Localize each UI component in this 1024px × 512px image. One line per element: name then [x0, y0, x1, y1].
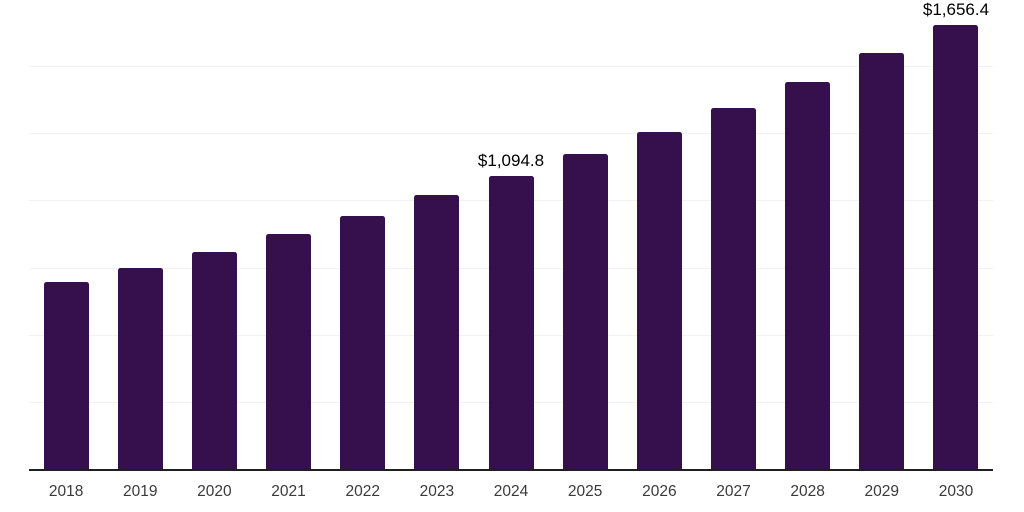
bar-band	[326, 0, 400, 470]
x-axis-line	[29, 469, 993, 471]
gridline	[29, 66, 993, 68]
bar-2025	[562, 153, 608, 470]
bar-value-label: $1,094.8	[477, 150, 545, 170]
bar-band: $1,094.8	[474, 0, 548, 470]
bar-2026	[636, 132, 682, 470]
bar-band: $1,656.4	[919, 0, 993, 470]
bar-value-label: $1,656.4	[922, 0, 990, 20]
x-axis-label: 2020	[197, 483, 232, 500]
x-axis-label: 2023	[419, 483, 455, 500]
bar-2029	[859, 53, 905, 470]
bar-band	[251, 0, 325, 470]
gridline	[29, 133, 993, 135]
x-axis-label: 2021	[271, 483, 306, 500]
bar-band	[29, 0, 103, 470]
bar-2030: $1,656.4	[923, 0, 989, 470]
bar-band	[103, 0, 177, 470]
x-axis-label: 2025	[567, 483, 603, 500]
bar-band	[771, 0, 845, 470]
bar-2024: $1,094.8	[478, 151, 544, 470]
bar-2019	[117, 268, 163, 470]
bar-2018	[43, 282, 89, 470]
bar-band	[548, 0, 622, 470]
bar-band	[400, 0, 474, 470]
bar-2020	[191, 252, 237, 470]
bar-2022	[340, 216, 386, 470]
bars-row: $1,094.8 $1,656.4	[29, 0, 993, 470]
bar-2021	[266, 234, 312, 470]
x-axis-label: 2024	[493, 483, 529, 500]
x-axis-labels: 2018 2019 2020 2021 2022 2023 2024 2025 2026 2027…	[29, 483, 993, 501]
x-axis-label: 2019	[122, 483, 158, 500]
x-axis-label: 2027	[716, 483, 751, 500]
x-axis-label: 2029	[864, 483, 900, 500]
x-axis-label: 2030	[938, 483, 974, 500]
x-axis-label: 2022	[345, 483, 380, 500]
bar-band	[177, 0, 251, 470]
bar-band	[622, 0, 696, 470]
plot-area: $1,094.8 $1,656.4	[29, 0, 993, 470]
bar-2028	[785, 81, 831, 470]
bar-2027	[710, 107, 756, 470]
x-axis-label: 2018	[48, 483, 84, 500]
x-axis-label: 2028	[790, 483, 825, 500]
bar-band	[696, 0, 770, 470]
bar-band	[845, 0, 919, 470]
bar-2023	[414, 195, 460, 470]
x-axis-label: 2026	[642, 483, 677, 500]
